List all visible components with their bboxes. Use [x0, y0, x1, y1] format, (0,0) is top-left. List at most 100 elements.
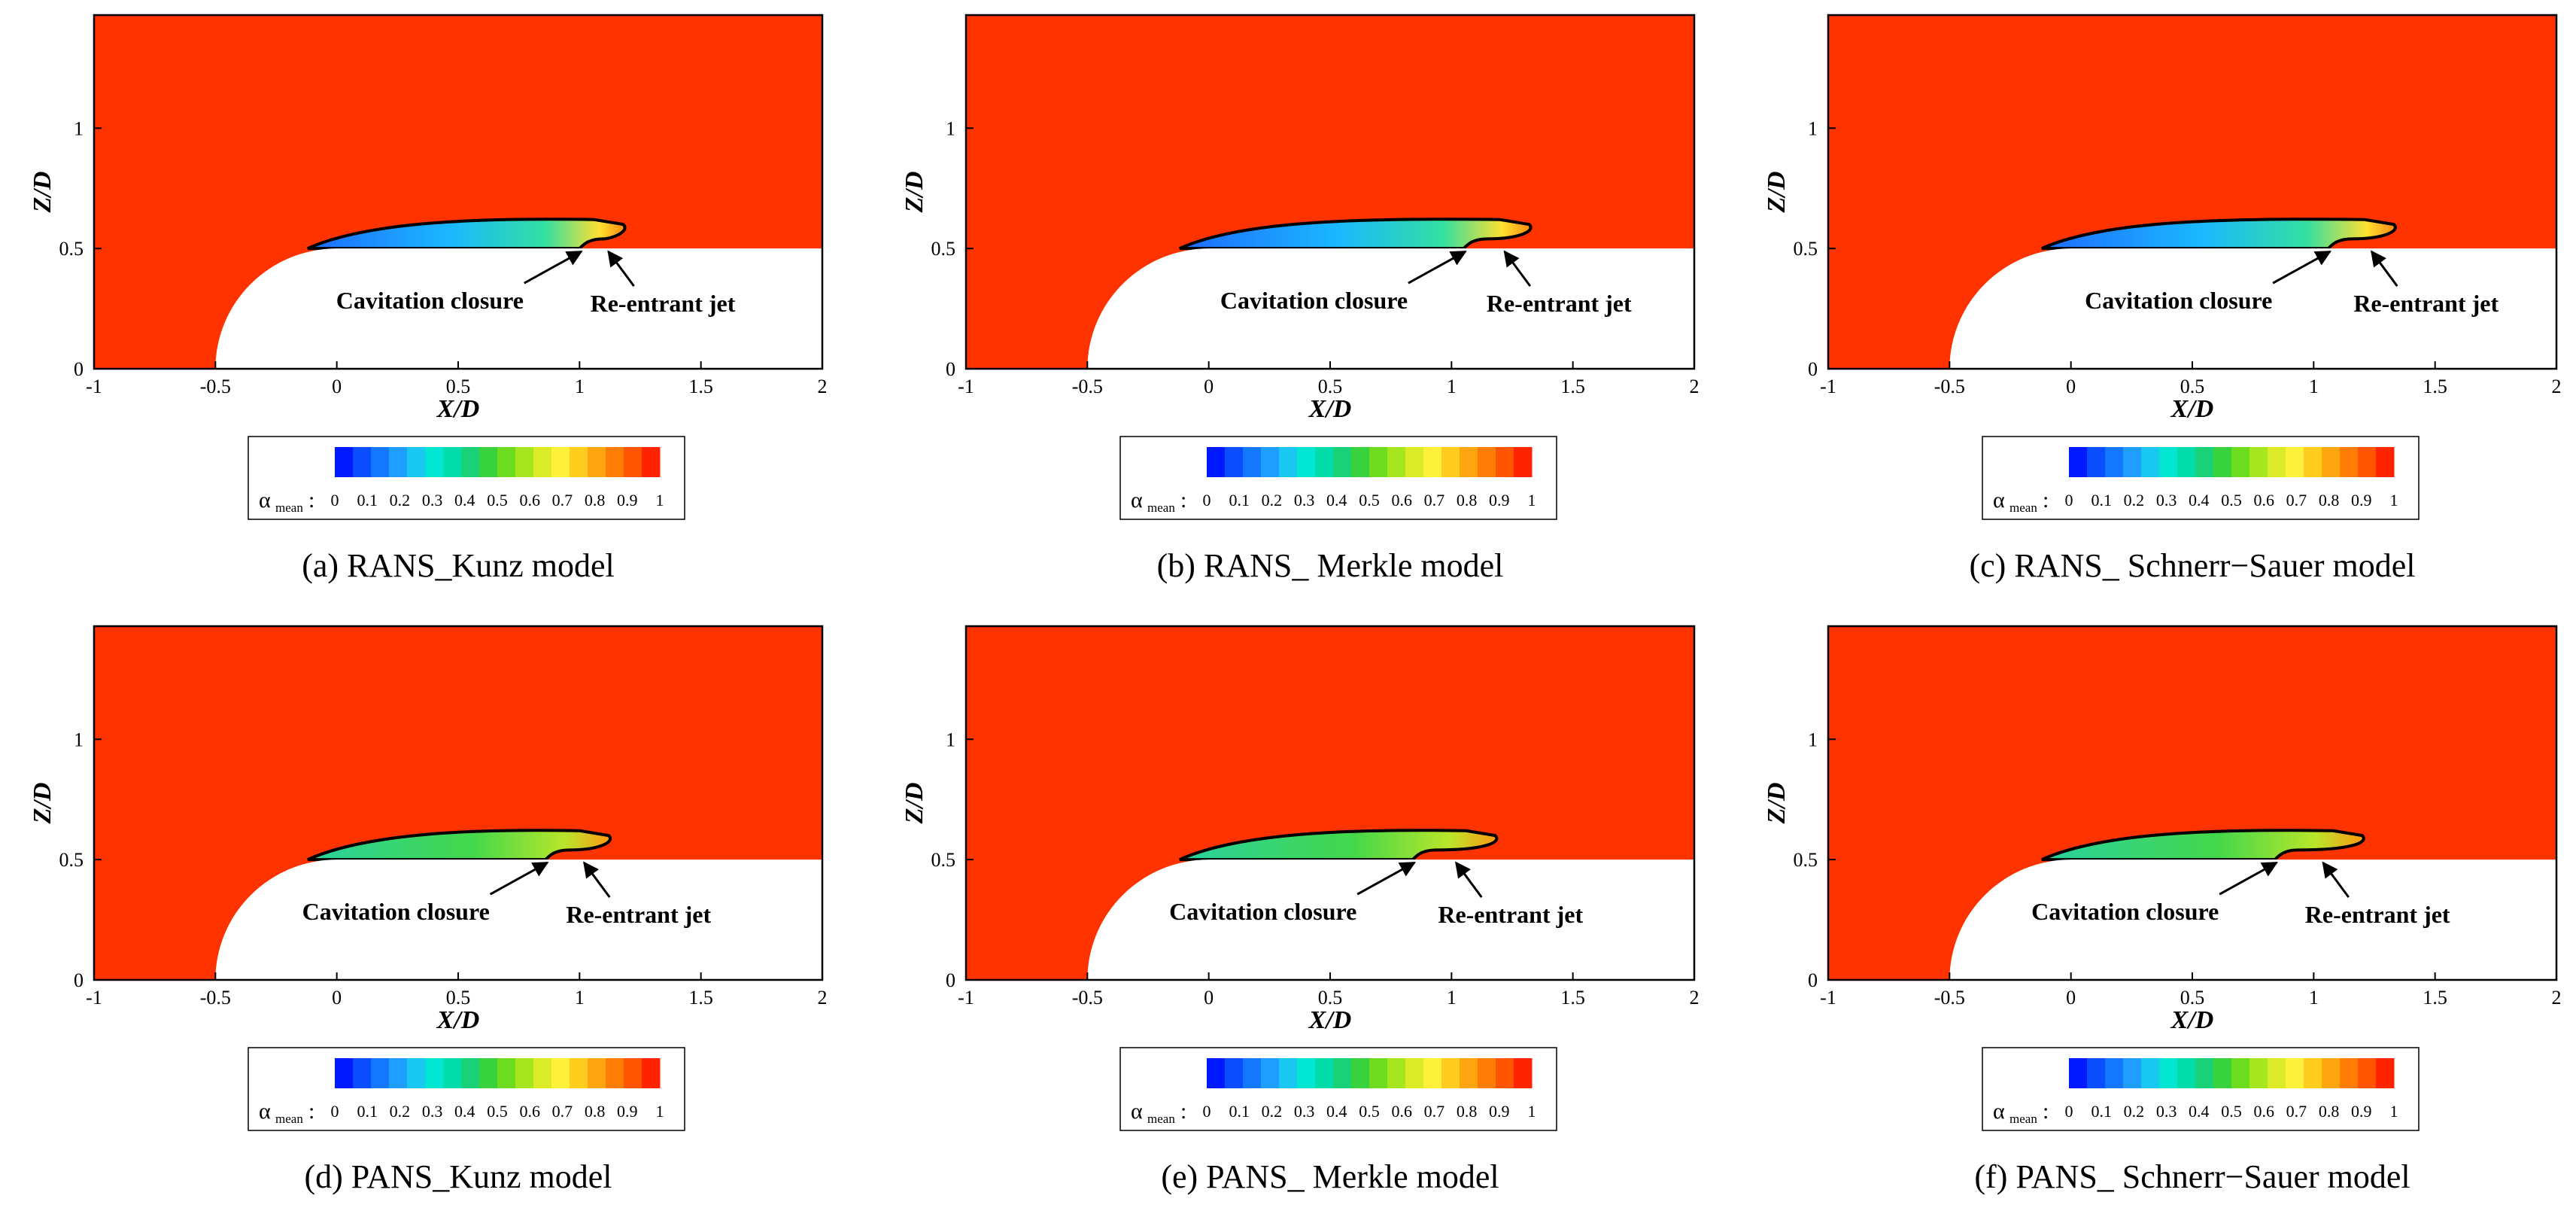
colorbar-swatch — [2358, 447, 2377, 477]
colorbar-symbol: α — [1993, 1099, 2005, 1124]
colorbar-swatch — [1460, 447, 1478, 477]
y-tick-label: 0 — [1808, 358, 1818, 380]
colorbar-swatch — [2123, 1058, 2142, 1088]
x-tick-label: 0 — [2066, 376, 2076, 397]
jet-arrow — [583, 861, 611, 899]
x-tick-label: 1.5 — [2423, 987, 2447, 1009]
colorbar-tick-label: 0.5 — [1359, 1102, 1380, 1121]
y-tick-label: 1 — [946, 729, 955, 750]
colorbar-swatch — [1387, 1058, 1406, 1088]
colorbar-tick-label: 0.7 — [552, 491, 573, 510]
annotation-re-entrant-jet: Re-entrant jet — [1438, 901, 1583, 928]
colorbar-tick-label: 0 — [331, 1102, 339, 1121]
annotation-cavitation-closure: Cavitation closure — [2085, 287, 2272, 314]
x-tick-label: 2 — [818, 376, 828, 397]
colorbar-swatch — [1369, 1058, 1388, 1088]
colorbar-tick-label: 0.9 — [1489, 491, 1510, 510]
y-tick-label: 0.5 — [59, 238, 84, 260]
y-tick-label: 1 — [1808, 117, 1818, 139]
colorbar-swatch — [2322, 1058, 2341, 1088]
colorbar-subscript: mean — [2009, 500, 2037, 515]
colorbar-tick-label: 0.1 — [1229, 1102, 1250, 1121]
y-axis-label: Z/D — [1763, 783, 1791, 825]
colorbar-tick-label: 0.7 — [552, 1102, 573, 1121]
cavity-region — [307, 218, 627, 251]
colorbar-tick-label: 0.6 — [519, 491, 540, 510]
cavity-region — [307, 829, 612, 862]
colorbar-swatch — [2159, 1058, 2178, 1088]
colorbar-swatch — [1514, 1058, 1533, 1088]
colorbar-swatch — [2231, 1058, 2250, 1088]
colorbar-tick-label: 0.5 — [2221, 1102, 2242, 1121]
closure-arrow — [489, 861, 549, 896]
panel-a: -1 -0.5 0 0.5 1 1.5 2 0 0.5 1 X/D Z/D Cavitation clo… — [29, 14, 828, 584]
colorbar-swatch — [1351, 1058, 1370, 1088]
y-tick-label: 0 — [74, 969, 84, 991]
colorbar-swatch — [570, 1058, 588, 1088]
x-tick-label: 0.5 — [2180, 987, 2205, 1009]
colorbar-swatch — [1496, 447, 1514, 477]
x-axis-label: X/D — [436, 395, 480, 423]
x-tick-label: 0.5 — [1318, 376, 1343, 397]
colorbar-tick-label: 0.2 — [390, 491, 411, 510]
x-tick-label: 1.5 — [2423, 376, 2447, 397]
colorbar-swatch — [1441, 1058, 1460, 1088]
colorbar: 0 0.1 0.2 0.3 0.4 0.5 0.6 0.7 0.8 0.9 1 α mean: — [248, 1047, 685, 1131]
annotation-re-entrant-jet: Re-entrant jet — [566, 901, 711, 928]
x-tick-label: -1 — [958, 376, 974, 397]
x-tick-label: -0.5 — [200, 987, 231, 1009]
y-axis-label: Z/D — [901, 172, 928, 214]
colorbar-swatch — [2268, 447, 2286, 477]
colorbar-tick-label: 0.3 — [1294, 1102, 1315, 1121]
colorbar-tick-label: 1 — [656, 491, 664, 510]
colorbar-tick-label: 0.6 — [1391, 1102, 1412, 1121]
colorbar-tick-label: 0.1 — [357, 1102, 378, 1121]
body-region — [215, 248, 822, 369]
closure-arrow — [1356, 861, 1416, 896]
colorbar-swatch — [1387, 447, 1406, 477]
panel-caption: (f) PANS_ Schnerr−Sauer model — [1974, 1158, 2410, 1195]
y-tick-label: 0 — [74, 358, 84, 380]
x-tick-label: 2 — [1690, 376, 1700, 397]
colorbar-swatch — [1333, 1058, 1352, 1088]
colorbar-swatch — [371, 447, 390, 477]
colorbar-swatch — [353, 1058, 372, 1088]
colorbar-swatch — [551, 1058, 570, 1088]
colorbar-subscript: mean — [1147, 1112, 1175, 1126]
closure-arrow — [1408, 250, 1467, 284]
panel-b: -1 -0.5 0 0.5 1 1.5 2 0 0.5 1 X/D Z/D Cavitation clo… — [901, 14, 1700, 584]
x-tick-label: 1 — [575, 987, 585, 1009]
x-tick-label: 1 — [2309, 987, 2319, 1009]
x-axis-label: X/D — [1308, 395, 1352, 423]
x-tick-label: 2 — [2552, 376, 2562, 397]
jet-arrow — [1503, 250, 1532, 288]
colorbar-tick-label: 0.5 — [487, 491, 508, 510]
colorbar-swatch — [2376, 1058, 2395, 1088]
colorbar-swatch — [1315, 1058, 1334, 1088]
y-tick-label: 0.5 — [931, 238, 956, 260]
colorbar-swatch — [389, 447, 408, 477]
closure-arrow — [2219, 861, 2278, 896]
colorbar-tick-label: 0.9 — [1489, 1102, 1510, 1121]
colorbar-tick-label: 0.1 — [1229, 491, 1250, 510]
y-tick-label: 0.5 — [1794, 238, 1818, 260]
colorbar-tick-label: 0.2 — [390, 1102, 411, 1121]
colorbar-swatch — [1225, 447, 1244, 477]
panel-caption: (d) PANS_Kunz model — [304, 1158, 612, 1195]
colorbar-swatch — [1351, 447, 1370, 477]
colorbar-swatch — [1460, 1058, 1478, 1088]
x-tick-label: 2 — [1690, 987, 1700, 1009]
colorbar-swatch — [1297, 1058, 1316, 1088]
x-tick-label: 0 — [1204, 987, 1214, 1009]
x-tick-label: 2 — [2552, 987, 2562, 1009]
x-tick-label: 0.5 — [2180, 376, 2205, 397]
colorbar-tick-label: 0 — [2065, 491, 2073, 510]
colorbar-swatch — [515, 1058, 534, 1088]
colorbar-tick-label: 0.1 — [2091, 1102, 2112, 1121]
colorbar-colon: : — [308, 488, 314, 513]
colorbar-swatch — [2249, 447, 2268, 477]
x-axis-label: X/D — [1308, 1006, 1352, 1034]
colorbar-colon: : — [1180, 1099, 1186, 1124]
colorbar-tick-label: 0.8 — [585, 1102, 606, 1121]
